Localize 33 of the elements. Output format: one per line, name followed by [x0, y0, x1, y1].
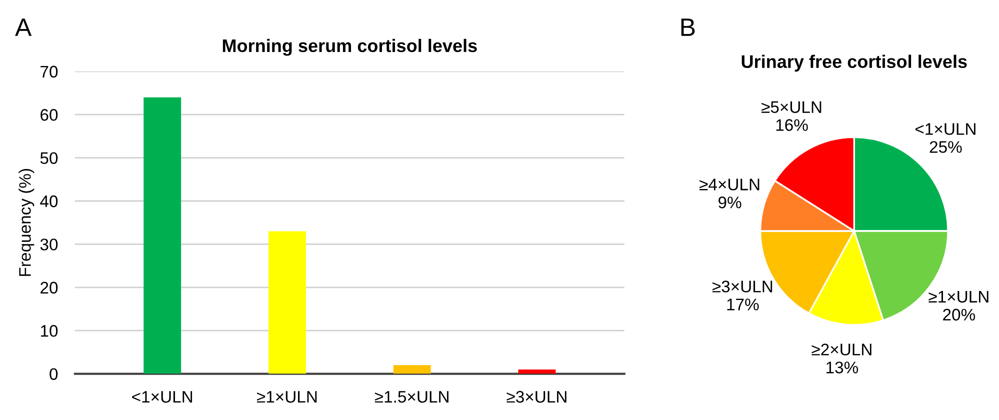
bar: [393, 365, 431, 374]
x-tick-label: <1×ULN: [132, 391, 192, 403]
data-label: 25%: [930, 141, 962, 153]
x-tick-label: ≥1×ULN: [256, 391, 317, 403]
slice-label: ≥5×ULN: [762, 101, 822, 114]
data-label: 17%: [727, 298, 759, 310]
y-tick-label: 0: [50, 368, 58, 380]
data-label: 16%: [776, 119, 808, 131]
x-tick-label: ≥3×ULN: [506, 390, 566, 403]
bar: [268, 231, 306, 374]
text: B: [681, 18, 695, 36]
y-tick-label: 40: [40, 195, 58, 208]
slice-label: ≥2×ULN: [812, 344, 872, 356]
y-tick-label: 50: [40, 152, 58, 164]
y-tick-label: 20: [40, 282, 58, 294]
chart-title: Morning serum cortisol levels: [222, 38, 477, 56]
slice-label: <1×ULN: [916, 123, 976, 135]
text: A: [15, 18, 32, 36]
y-tick-label: 70: [40, 66, 58, 78]
y-tick-label: 30: [40, 238, 58, 250]
bar: [518, 369, 556, 374]
x-tick-label: ≥1.5×ULN: [374, 391, 448, 403]
y-tick-label: 10: [40, 325, 58, 337]
data-label: 9%: [718, 196, 742, 208]
y-axis-title: Frequency (%): [18, 168, 34, 276]
data-label: 13%: [826, 362, 858, 374]
chart-title: Urinary free cortisol levels: [742, 54, 967, 72]
slice-label: ≥4×ULN: [700, 178, 760, 190]
data-label: 20%: [943, 308, 976, 321]
slice-label: ≥3×ULN: [712, 280, 772, 292]
bar: [144, 97, 182, 374]
y-tick-label: 60: [40, 109, 58, 121]
slice-label: ≥1×ULN: [928, 290, 988, 303]
